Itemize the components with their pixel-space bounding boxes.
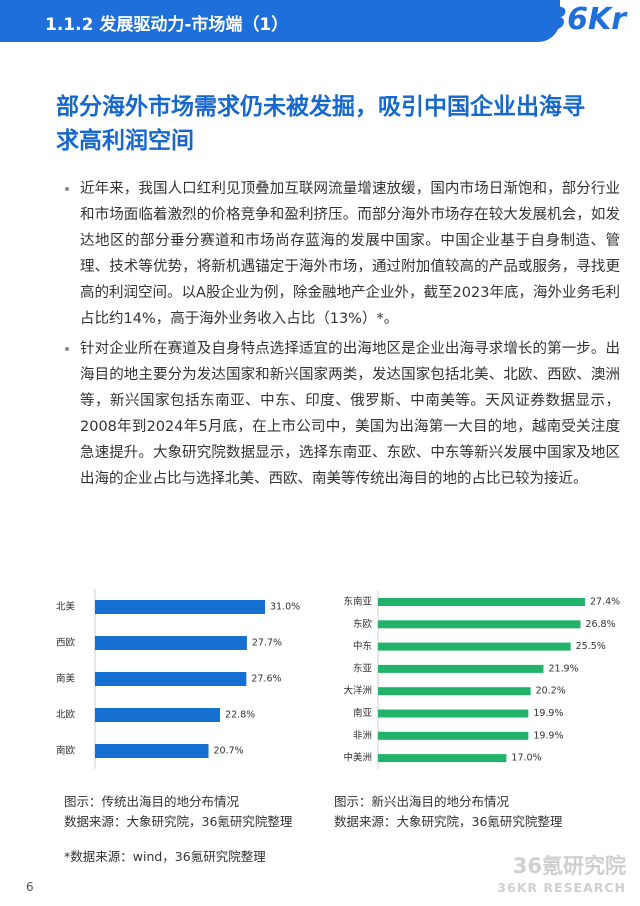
page-title: 部分海外市场需求仍未被发掘，吸引中国企业出海寻求高利润空间 (56, 94, 585, 154)
bar (378, 709, 529, 718)
value-label: 27.4% (590, 597, 620, 608)
bar (95, 600, 265, 614)
bullet-list: 近年来，我国人口红利见顶叠加互联网流量增速放缓，国内市场日渐饱和，部分行业和市场… (58, 176, 620, 496)
bar (378, 642, 571, 651)
bar (378, 664, 544, 673)
value-label: 27.6% (251, 674, 281, 685)
value-label: 19.9% (533, 730, 563, 741)
category-label: 东南亚 (343, 596, 372, 608)
category-label: 北欧 (56, 709, 76, 721)
section-title: 1.1.2 发展驱动力-市场端（1） (45, 15, 289, 35)
watermark: 36氪研究院 36KR RESEARCH (497, 850, 626, 895)
bar (378, 754, 507, 763)
value-label: 25.5% (576, 641, 606, 652)
bar (95, 672, 247, 686)
category-label: 东亚 (353, 662, 373, 674)
category-label: 中美洲 (343, 752, 372, 764)
caption-block: 图示：传统出海目的地分布情况 数据来源：大象研究院，36氪研究院整理 (64, 792, 292, 832)
value-label: 21.9% (548, 663, 578, 674)
header-bar: 1.1.2 发展驱动力-市场端（1） (0, 0, 560, 42)
source: 数据来源：大象研究院，36氪研究院整理 (64, 814, 293, 829)
value-label: 19.9% (533, 708, 563, 719)
bar-chart: 北美 31.0% 西欧 27.7% 南美 27.6% 北欧 22.8% 南欧 20.7% (56, 589, 300, 769)
page-number: 6 (26, 880, 34, 894)
watermark-name: 36氪研究院 (512, 854, 626, 878)
caption-block: 图示：新兴出海目的地分布情况 数据来源：大象研究院，36氪研究院整理 (334, 792, 562, 832)
bar (95, 636, 247, 650)
value-label: 22.8% (225, 710, 255, 721)
category-label: 南欧 (56, 745, 76, 757)
bar (378, 620, 581, 629)
caption: 图示：传统出海目的地分布情况 (64, 794, 240, 809)
category-label: 中东 (353, 640, 372, 652)
bar (95, 744, 209, 758)
bar (378, 731, 529, 740)
value-label: 20.2% (536, 686, 566, 697)
value-label: 31.0% (270, 602, 300, 613)
category-label: 东欧 (353, 618, 373, 630)
value-label: 27.7% (252, 638, 282, 649)
source: 数据来源：大象研究院，36氪研究院整理 (334, 814, 563, 829)
logo: 36Kr (546, 2, 626, 37)
bar (378, 687, 531, 696)
category-label: 非洲 (353, 729, 372, 741)
footnote: *数据来源：wind，36氪研究院整理 (64, 849, 266, 864)
bar (95, 708, 221, 722)
category-label: 西欧 (56, 637, 76, 649)
category-label: 北美 (56, 601, 76, 613)
category-label: 南亚 (353, 707, 373, 719)
value-label: 17.0% (511, 753, 541, 764)
category-label: 南美 (56, 673, 76, 685)
bar (378, 598, 585, 606)
bullet: 近年来，我国人口红利见顶叠加互联网流量增速放缓，国内市场日渐饱和，部分行业和市场… (80, 176, 620, 332)
category-label: 大洋洲 (343, 685, 372, 697)
bar-chart: 东南亚 27.4% 东欧 26.8% 中东 25.5% 东亚 21.9% 大洋洲 20.2% 南亚 1… (343, 590, 620, 770)
watermark-english: 36KR RESEARCH (497, 880, 626, 895)
bullet: 针对企业所在赛道及自身特点选择适宜的出海地区是企业出海寻求增长的第一步。出海目的… (80, 336, 620, 492)
value-label: 20.7% (214, 746, 244, 757)
value-label: 26.8% (585, 619, 615, 630)
caption: 图示：新兴出海目的地分布情况 (334, 794, 510, 809)
